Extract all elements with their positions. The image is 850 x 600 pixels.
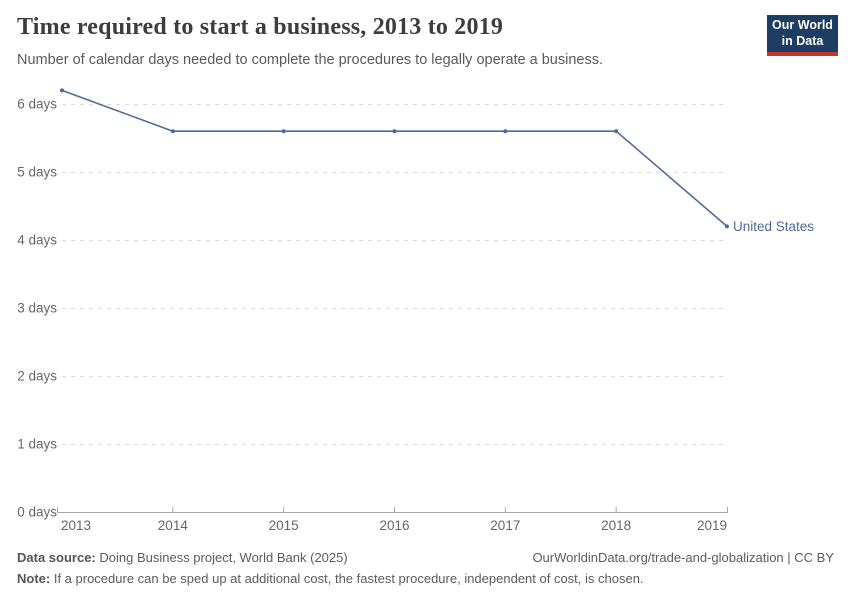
data-point <box>503 129 508 134</box>
data-point <box>170 129 175 134</box>
chart-footer: Data source: Doing Business project, Wor… <box>17 547 834 590</box>
x-axis-tick-label: 2014 <box>158 518 189 533</box>
data-point <box>725 224 729 229</box>
note-text: Note: If a procedure can be sped up at a… <box>17 571 644 587</box>
license-link: OurWorldinData.org/trade-and-globalizati… <box>532 550 834 565</box>
x-axis-tick-label: 2015 <box>269 518 299 533</box>
y-axis-tick-label: 4 days <box>17 233 57 248</box>
data-point <box>392 129 397 134</box>
chart-subtitle: Number of calendar days needed to comple… <box>17 52 603 68</box>
data-point <box>614 129 619 134</box>
x-axis-tick-label: 2016 <box>379 518 409 533</box>
y-axis-tick-label: 3 days <box>17 301 57 316</box>
x-axis-tick-label: 2019 <box>697 518 727 533</box>
owid-logo-icon: Our World in Data <box>767 15 838 56</box>
y-axis-tick-label: 6 days <box>17 97 57 112</box>
data-point <box>60 88 64 93</box>
series-line <box>61 89 728 228</box>
entity-label: United States <box>733 219 814 234</box>
y-axis-tick-label: 5 days <box>17 165 57 180</box>
x-axis-tick-label: 2013 <box>61 518 91 533</box>
logo-line2: in Data <box>781 33 824 48</box>
y-axis-tick-label: 2 days <box>17 369 57 384</box>
data-point <box>281 129 286 134</box>
y-axis-tick-label: 0 days <box>17 505 57 520</box>
data-source-label: Data source: <box>17 550 96 565</box>
note-label: Note: <box>17 571 51 587</box>
data-source-text: Data source: Doing Business project, Wor… <box>17 550 348 565</box>
page-title: Time required to start a business, 2013 … <box>17 14 504 40</box>
x-axis-tick-label: 2018 <box>601 518 631 533</box>
y-axis-tick-label: 1 days <box>17 437 57 452</box>
x-axis-tick-label: 2017 <box>490 518 520 533</box>
logo-line1: Our World <box>772 18 833 33</box>
